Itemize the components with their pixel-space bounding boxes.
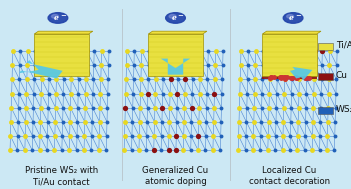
Polygon shape	[161, 59, 190, 75]
Text: Cu: Cu	[336, 71, 348, 80]
Polygon shape	[290, 67, 312, 80]
Text: −: −	[178, 13, 183, 19]
Circle shape	[48, 13, 68, 23]
Text: −: −	[295, 13, 301, 19]
Circle shape	[287, 15, 293, 18]
Polygon shape	[148, 31, 207, 34]
Text: e: e	[54, 14, 59, 22]
Text: Pristine WS₂ with
Ti/Au contact: Pristine WS₂ with Ti/Au contact	[25, 166, 98, 186]
FancyBboxPatch shape	[318, 73, 333, 80]
Circle shape	[52, 15, 58, 18]
FancyBboxPatch shape	[263, 34, 317, 76]
Text: Localized Cu
contact decoration: Localized Cu contact decoration	[249, 166, 330, 186]
Text: e: e	[172, 14, 177, 22]
Polygon shape	[19, 60, 62, 78]
FancyBboxPatch shape	[318, 107, 333, 114]
Text: e: e	[289, 14, 294, 22]
Text: Generalized Cu
atomic doping: Generalized Cu atomic doping	[143, 166, 208, 186]
Text: Ti/Au: Ti/Au	[336, 41, 351, 50]
Circle shape	[283, 13, 303, 23]
FancyBboxPatch shape	[318, 43, 333, 50]
Polygon shape	[34, 31, 93, 34]
FancyBboxPatch shape	[148, 34, 203, 76]
Circle shape	[166, 13, 185, 23]
Text: WS₂: WS₂	[336, 105, 351, 114]
FancyBboxPatch shape	[34, 34, 88, 76]
Polygon shape	[263, 31, 321, 34]
Circle shape	[169, 15, 176, 18]
FancyBboxPatch shape	[263, 76, 317, 79]
Text: −: −	[60, 13, 66, 19]
